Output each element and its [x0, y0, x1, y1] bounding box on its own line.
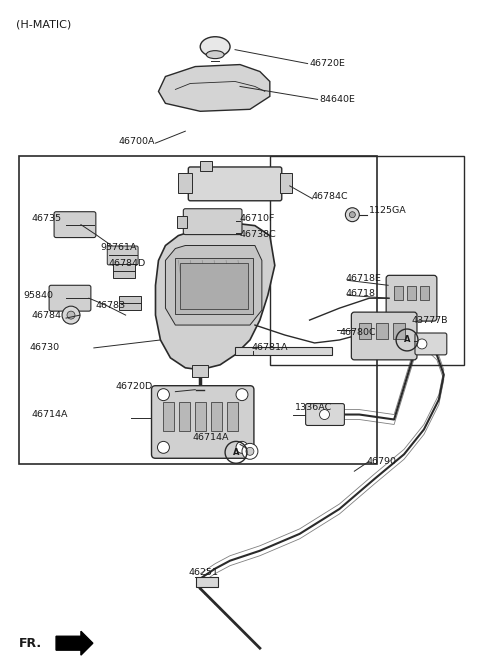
Text: 46730: 46730	[29, 343, 60, 353]
FancyBboxPatch shape	[49, 285, 91, 311]
FancyBboxPatch shape	[415, 333, 447, 355]
Text: 46714A: 46714A	[31, 410, 68, 419]
Text: 95761A: 95761A	[101, 243, 137, 252]
Circle shape	[157, 442, 169, 454]
Text: 46790: 46790	[366, 457, 396, 466]
Bar	[420, 286, 429, 300]
Circle shape	[246, 448, 254, 456]
Text: A: A	[404, 335, 410, 345]
Bar	[394, 286, 403, 300]
Ellipse shape	[206, 51, 224, 59]
FancyBboxPatch shape	[188, 167, 282, 201]
Bar	[280, 173, 292, 193]
Text: (H-MATIC): (H-MATIC)	[16, 20, 72, 30]
Circle shape	[242, 444, 258, 460]
FancyBboxPatch shape	[351, 312, 417, 360]
Circle shape	[157, 389, 169, 401]
Bar	[164, 401, 174, 432]
Polygon shape	[158, 65, 270, 111]
Circle shape	[346, 208, 360, 221]
Text: 46710F: 46710F	[240, 214, 276, 223]
Circle shape	[417, 339, 427, 349]
Text: 46784: 46784	[31, 310, 61, 320]
Text: 46784C: 46784C	[312, 192, 348, 201]
Circle shape	[236, 389, 248, 401]
Circle shape	[67, 311, 75, 319]
Text: 95840: 95840	[23, 291, 53, 300]
Polygon shape	[56, 632, 93, 655]
Text: 1125GA: 1125GA	[369, 206, 407, 215]
Bar	[178, 215, 187, 227]
FancyBboxPatch shape	[107, 246, 138, 265]
Text: 46738C: 46738C	[240, 230, 277, 239]
Text: 46718E: 46718E	[346, 274, 381, 283]
Circle shape	[320, 409, 329, 419]
FancyBboxPatch shape	[152, 386, 254, 458]
Bar	[200, 161, 212, 171]
Polygon shape	[166, 246, 262, 325]
Bar	[180, 264, 248, 309]
Polygon shape	[156, 223, 275, 370]
Bar	[211, 401, 222, 432]
Bar	[393, 323, 405, 339]
FancyBboxPatch shape	[306, 403, 344, 425]
Circle shape	[236, 442, 248, 454]
Circle shape	[62, 306, 80, 324]
Bar	[235, 347, 333, 355]
Text: 46781A: 46781A	[252, 343, 288, 353]
FancyBboxPatch shape	[183, 209, 242, 235]
Text: 43777B: 43777B	[412, 316, 448, 324]
Ellipse shape	[200, 37, 230, 57]
Bar	[113, 264, 134, 278]
Bar	[192, 365, 208, 377]
Text: 46720D: 46720D	[116, 382, 153, 391]
Bar	[179, 173, 192, 193]
Text: 1336AC: 1336AC	[295, 403, 332, 412]
Text: 46783: 46783	[96, 300, 126, 310]
Bar	[180, 401, 190, 432]
Text: 46720E: 46720E	[310, 59, 346, 68]
FancyBboxPatch shape	[54, 211, 96, 237]
Text: A: A	[233, 448, 239, 457]
Text: FR.: FR.	[19, 637, 42, 650]
Text: 46700A: 46700A	[119, 136, 155, 146]
Circle shape	[349, 211, 355, 217]
Bar	[196, 577, 218, 587]
Bar	[360, 323, 371, 339]
Text: 46780C: 46780C	[339, 328, 376, 337]
Bar	[407, 286, 416, 300]
Text: 46735: 46735	[31, 214, 61, 223]
Bar	[227, 401, 238, 432]
Bar	[270, 156, 464, 365]
FancyBboxPatch shape	[386, 276, 437, 321]
Text: 46251: 46251	[188, 568, 218, 577]
Text: 84640E: 84640E	[320, 95, 355, 104]
Bar	[19, 156, 377, 464]
Text: 46714A: 46714A	[192, 433, 229, 442]
Text: 46718: 46718	[346, 289, 375, 298]
Text: 46784D: 46784D	[109, 259, 146, 268]
Bar	[119, 296, 141, 310]
Bar	[175, 258, 253, 314]
Bar	[195, 401, 206, 432]
Bar	[376, 323, 388, 339]
